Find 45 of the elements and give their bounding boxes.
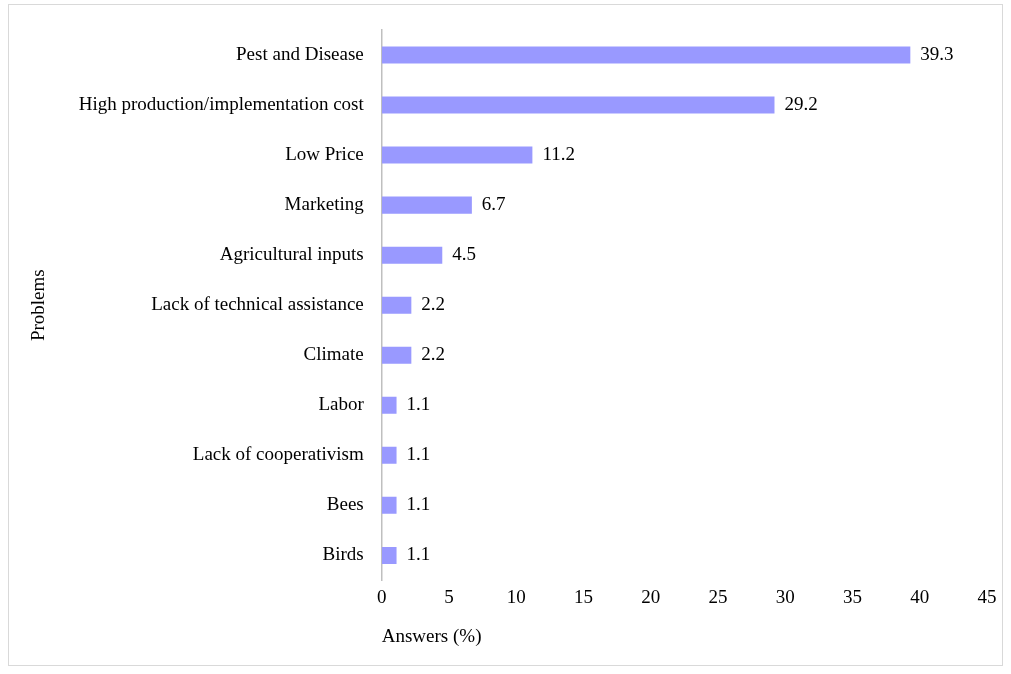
y-tick-label: Lack of cooperativism [192, 443, 364, 465]
bar [381, 46, 911, 64]
x-tick-label: 40 [910, 585, 930, 607]
x-tick-label: 30 [775, 585, 795, 607]
bar [381, 496, 397, 514]
x-axis-title: Answers (%) [381, 624, 482, 647]
x-tick-label: 20 [641, 585, 661, 607]
data-label: 1.1 [406, 543, 431, 565]
bar [381, 296, 412, 314]
data-label: 2.2 [421, 343, 446, 365]
data-label: 1.1 [406, 443, 431, 465]
bar [381, 446, 397, 464]
bar [381, 96, 775, 114]
bar [381, 546, 397, 564]
data-label: 4.5 [452, 243, 477, 265]
y-tick-label: Lack of technical assistance [151, 293, 364, 315]
y-tick-label: Low Price [285, 143, 364, 165]
y-tick-label: Climate [303, 343, 364, 365]
x-tick-label: 35 [843, 585, 862, 607]
data-label: 29.2 [784, 93, 818, 115]
bar [381, 196, 472, 214]
x-tick-label: 5 [444, 585, 454, 607]
x-tick-label: 15 [574, 585, 593, 607]
bar [381, 246, 443, 264]
bar [381, 346, 412, 364]
x-tick-label: 0 [377, 585, 387, 607]
y-tick-label: Agricultural inputs [219, 243, 364, 265]
y-tick-label: High production/implementation cost [78, 93, 365, 115]
y-axis-title: Problems [27, 269, 49, 342]
y-tick-label: Birds [322, 543, 364, 565]
data-label: 1.1 [406, 493, 431, 515]
y-tick-label: Pest and Disease [236, 43, 364, 64]
x-tick-label: 25 [708, 585, 728, 607]
y-tick-label: Marketing [284, 193, 365, 215]
data-label: 39.3 [920, 43, 954, 64]
y-tick-label: Bees [326, 493, 364, 515]
data-label: 1.1 [406, 393, 431, 415]
data-label: 2.2 [421, 293, 446, 315]
x-tick-label: 45 [977, 585, 997, 607]
bar [381, 146, 533, 164]
data-label: 11.2 [542, 143, 575, 165]
y-tick-label: Labor [318, 393, 365, 415]
data-label: 6.7 [481, 193, 506, 215]
x-tick-label: 10 [506, 585, 526, 607]
bar [381, 396, 397, 414]
